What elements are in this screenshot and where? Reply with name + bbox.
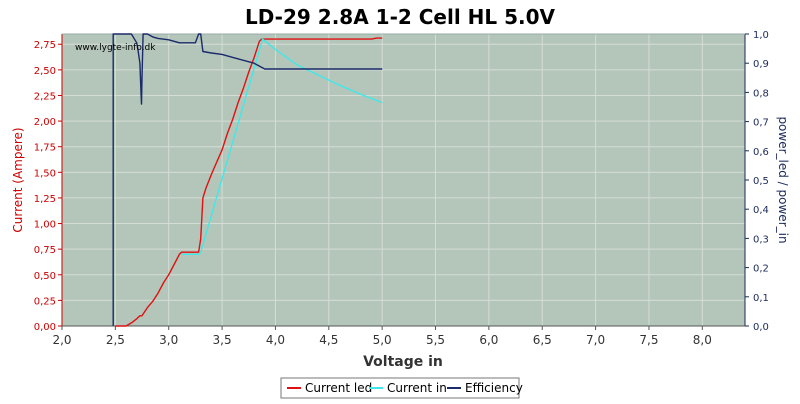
x-tick-label: 7,0 xyxy=(586,333,605,347)
y-axis-right-label: power_led / power_in xyxy=(776,116,790,243)
chart-title: LD-29 2.8A 1-2 Cell HL 5.0V xyxy=(245,5,556,29)
y-left-tick-label: 1,25 xyxy=(34,194,56,205)
legend-label-efficiency: Efficiency xyxy=(465,381,523,395)
y-axis-left-label: Current (Ampere) xyxy=(11,127,25,232)
y-left-tick-label: 1,00 xyxy=(34,220,56,231)
x-tick-label: 6,5 xyxy=(533,333,552,347)
y-right-tick-label: 0,2 xyxy=(753,264,769,275)
legend: Current led Current in Efficiency xyxy=(280,377,523,399)
x-tick-label: 4,5 xyxy=(319,333,338,347)
series-line-efficiency xyxy=(112,33,383,326)
plot-background xyxy=(62,34,745,326)
legend-label-current-in: Current in xyxy=(387,381,447,395)
y-left-tick-label: 0,25 xyxy=(34,296,56,307)
x-tick-label: 4,0 xyxy=(266,333,285,347)
y-right-tick-label: 0,4 xyxy=(753,205,769,216)
legend-box xyxy=(280,377,520,399)
y-left-tick-label: 2,00 xyxy=(34,117,56,128)
x-tick-label: 3,0 xyxy=(159,333,178,347)
y-right-tick-label: 0,0 xyxy=(753,322,769,333)
y-right-tick-label: 0,1 xyxy=(753,293,769,304)
series-line-current-in xyxy=(181,38,383,256)
y-left-tick-label: 2,50 xyxy=(34,66,56,77)
x-axis-label: Voltage in xyxy=(363,354,443,370)
y-right-tick-label: 0,3 xyxy=(753,234,769,245)
x-tick-label: 5,0 xyxy=(373,333,392,347)
y-left-tick-label: 1,75 xyxy=(34,143,56,154)
x-tick-label: 6,0 xyxy=(479,333,498,347)
y-right-tick-label: 0,6 xyxy=(753,147,769,158)
x-tick-label: 2,0 xyxy=(52,333,71,347)
x-tick-label: 8,0 xyxy=(693,333,712,347)
y-left-tick-label: 0,00 xyxy=(34,322,56,333)
legend-label-current-led: Current led xyxy=(305,381,372,395)
x-tick-label: 5,5 xyxy=(426,333,445,347)
y-left-tick-label: 0,50 xyxy=(34,271,56,282)
x-tick-label: 3,5 xyxy=(213,333,232,347)
y-left-tick-label: 0,75 xyxy=(34,245,56,256)
x-tick-label: 7,5 xyxy=(639,333,658,347)
y-right-tick-label: 0,5 xyxy=(753,176,769,187)
series-line-current-led xyxy=(115,37,383,327)
x-tick-label: 2,5 xyxy=(106,333,125,347)
watermark-text: www.lygte-info.dk xyxy=(75,43,156,53)
y-right-tick-label: 0,9 xyxy=(753,59,769,70)
y-right-tick-label: 1,0 xyxy=(753,30,769,41)
y-right-tick-label: 0,8 xyxy=(753,88,769,99)
y-left-tick-label: 2,75 xyxy=(34,40,56,51)
y-left-tick-label: 1,50 xyxy=(34,168,56,179)
y-right-tick-label: 0,7 xyxy=(753,118,769,129)
y-left-tick-label: 2,25 xyxy=(34,91,56,102)
